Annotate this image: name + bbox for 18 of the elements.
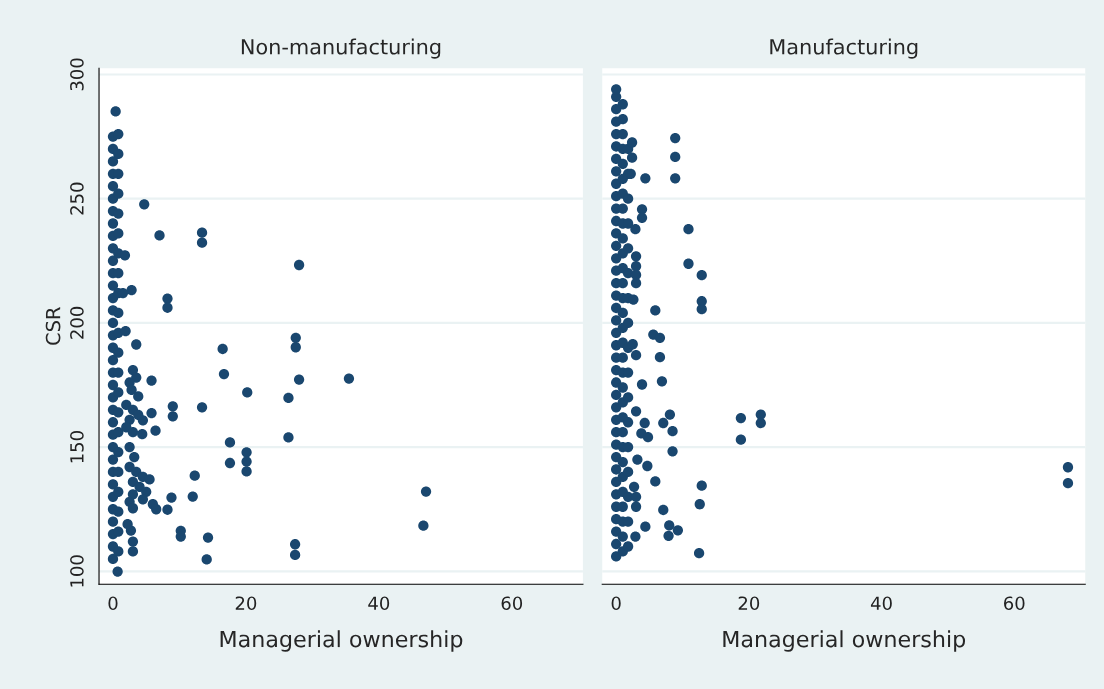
x-tick-label: 20 bbox=[738, 596, 760, 611]
chart-title: Non-manufacturing bbox=[241, 38, 441, 59]
x-tick-label: 0 bbox=[611, 596, 621, 611]
x-axis-title: Managerial ownership bbox=[723, 630, 966, 652]
x-tick-label: 60 bbox=[1004, 596, 1025, 611]
y-tick-label: 300 bbox=[70, 58, 84, 91]
x-axis-title: Managerial ownership bbox=[220, 630, 463, 652]
chart-title: Manufacturing bbox=[770, 38, 918, 59]
y-tick-label: 200 bbox=[70, 306, 84, 339]
x-tick-label: 40 bbox=[368, 596, 390, 611]
x-tick-label: 60 bbox=[501, 596, 523, 611]
y-axis-title: CSR bbox=[45, 307, 61, 345]
y-tick-label: 150 bbox=[70, 431, 84, 463]
x-tick-label: 40 bbox=[870, 596, 892, 611]
x-tick-label: 20 bbox=[235, 596, 257, 611]
y-tick-label: 100 bbox=[70, 555, 84, 587]
x-tick-label: 0 bbox=[108, 596, 118, 611]
y-tick-label: 250 bbox=[70, 182, 84, 215]
